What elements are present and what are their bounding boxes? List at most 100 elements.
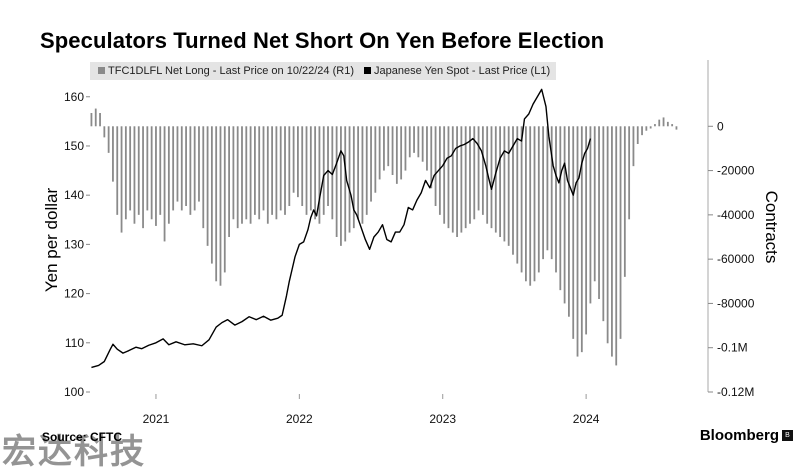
bar — [481, 126, 484, 215]
bar — [649, 126, 652, 129]
bar — [348, 126, 351, 233]
left-tick-label: 120 — [64, 287, 84, 301]
bar — [438, 126, 441, 215]
bar — [137, 126, 140, 215]
bar — [215, 126, 218, 282]
bar — [619, 126, 622, 339]
bar — [503, 126, 506, 242]
bar — [305, 126, 308, 215]
bar — [142, 126, 144, 229]
bar — [271, 126, 273, 215]
bar — [361, 126, 364, 224]
right-tick-label: -60000 — [717, 252, 755, 266]
bar — [387, 126, 390, 167]
bar — [395, 126, 398, 184]
bar — [525, 126, 527, 282]
bar — [559, 126, 562, 291]
bar — [254, 126, 256, 215]
bar — [202, 126, 205, 229]
bar — [383, 126, 385, 171]
source-note: Source: CFTC — [42, 430, 123, 444]
bar — [434, 126, 437, 206]
bar — [275, 126, 278, 220]
bar — [180, 126, 183, 211]
right-tick-label: 0 — [717, 119, 724, 133]
chart-legend: TFC1DLFL Net Long - Last Price on 10/22/… — [90, 62, 557, 80]
bar — [155, 126, 157, 226]
bar — [150, 126, 153, 220]
bar — [507, 126, 510, 246]
bar — [378, 126, 381, 180]
bar — [598, 126, 600, 299]
left-tick-label: 150 — [64, 139, 84, 153]
bar — [512, 126, 514, 255]
bar — [193, 126, 196, 211]
bar — [602, 126, 605, 322]
bar — [580, 126, 583, 353]
bar — [206, 126, 209, 246]
bar — [94, 108, 97, 127]
bar — [494, 126, 497, 233]
legend-bars-label: TFC1DLFL Net Long - Last Price on 10/22/… — [108, 65, 354, 77]
bar — [129, 126, 132, 211]
right-tick-label: -0.12M — [717, 385, 754, 399]
bar — [249, 126, 252, 224]
bar — [563, 126, 566, 304]
x-tick-label: 2022 — [286, 412, 313, 426]
bar — [159, 126, 162, 215]
bar — [185, 126, 187, 206]
bar — [146, 126, 149, 211]
bar — [318, 126, 321, 224]
bar — [189, 126, 192, 215]
bloomberg-mark-icon: B — [782, 430, 793, 441]
bar — [550, 126, 553, 260]
bar — [232, 126, 235, 220]
bar — [529, 126, 532, 286]
right-tick-label: -40000 — [717, 208, 755, 222]
bar — [314, 126, 317, 220]
bar — [417, 126, 420, 158]
bar — [404, 126, 407, 171]
x-tick-label: 2021 — [143, 412, 170, 426]
bar — [297, 126, 299, 198]
bar — [623, 126, 626, 277]
bar — [611, 126, 613, 357]
bar — [477, 126, 480, 211]
bar — [400, 126, 403, 180]
bar — [167, 126, 170, 224]
bar — [675, 126, 678, 130]
bar — [219, 126, 222, 286]
line-swatch — [364, 67, 371, 74]
bar — [103, 126, 106, 138]
brand-logo: Bloomberg — [699, 427, 779, 444]
bar — [163, 126, 166, 242]
bar — [344, 126, 347, 242]
bar — [555, 126, 557, 273]
bar — [632, 126, 635, 167]
bar — [99, 113, 101, 127]
bar — [537, 126, 540, 273]
bar — [172, 126, 175, 211]
bar — [542, 126, 544, 260]
yen-spot-line — [91, 88, 592, 369]
bar — [593, 126, 596, 282]
bar — [258, 126, 261, 220]
bar — [124, 126, 127, 220]
bar — [245, 126, 248, 220]
bar — [413, 126, 415, 153]
bar — [516, 126, 519, 264]
chart-title: Speculators Turned Net Short On Yen Befo… — [40, 28, 605, 53]
x-tick-label: 2023 — [429, 412, 456, 426]
bar — [391, 126, 394, 175]
watermark: 宏达科技 — [2, 433, 146, 471]
bar — [615, 126, 618, 366]
bar — [352, 126, 355, 229]
bar — [266, 126, 269, 224]
x-tick-label: 2024 — [573, 412, 600, 426]
bar — [546, 126, 549, 251]
bar — [133, 126, 136, 224]
bar — [662, 117, 665, 127]
bar — [486, 126, 489, 224]
bar — [490, 126, 493, 229]
